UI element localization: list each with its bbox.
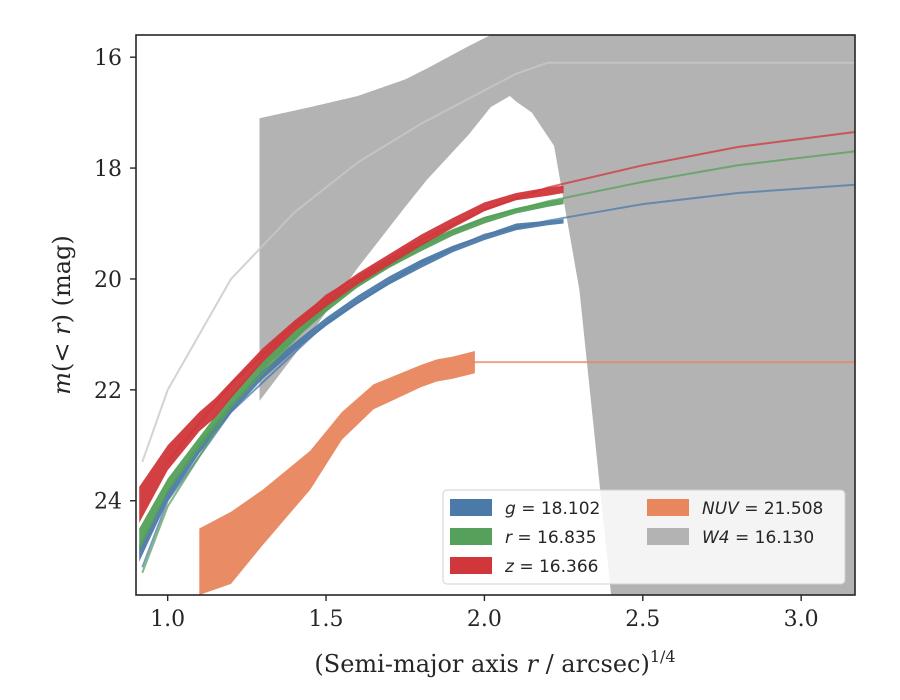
model-curve-r [141,150,855,574]
legend-swatch-g [450,499,492,516]
y-tick-label: 16 [94,46,122,71]
legend-swatch-w4 [647,528,689,545]
y-axis-label: m(< r) (mag) [48,235,76,395]
y-tick-label: 22 [94,379,122,404]
band-w4 [259,35,855,595]
legend-swatch-r [450,528,492,545]
x-tick-label: 1.5 [309,607,344,632]
legend-label-z: z = 16.366 [504,557,598,577]
band-nuv [199,351,475,595]
legend-label-g: g = 18.102 [505,499,600,519]
legend-label-nuv: NUV = 21.508 [702,499,823,519]
x-tick-label: 2.5 [625,607,660,632]
legend-label-r: r = 16.835 [505,528,597,548]
model-curve-w4 [141,61,855,463]
y-tick-label: 20 [94,268,122,293]
legend-box [442,489,846,585]
legend: g = 18.102 r = 16.835 z = 16.366 NUV = 21.5… [442,489,846,585]
y-tick-label: 24 [94,490,122,515]
series-layer [139,35,855,595]
x-tick-label: 3.0 [784,607,819,632]
x-tick-label: 2.0 [467,607,502,632]
y-tick-label: 18 [94,157,122,182]
legend-swatch-nuv [647,499,689,516]
x-axis-label: (Semi-major axis r / arcsec)1/4 [314,647,675,678]
plot-frame [135,34,856,596]
legend-swatch-z [450,557,492,574]
legend-label-w4: W4 = 16.130 [702,528,814,548]
model-curve-z [166,131,855,463]
ticks-layer: 1.0 1.5 2.0 2.5 3.0 16 18 20 22 24 [94,46,819,632]
x-tick-label: 1.0 [150,607,185,632]
